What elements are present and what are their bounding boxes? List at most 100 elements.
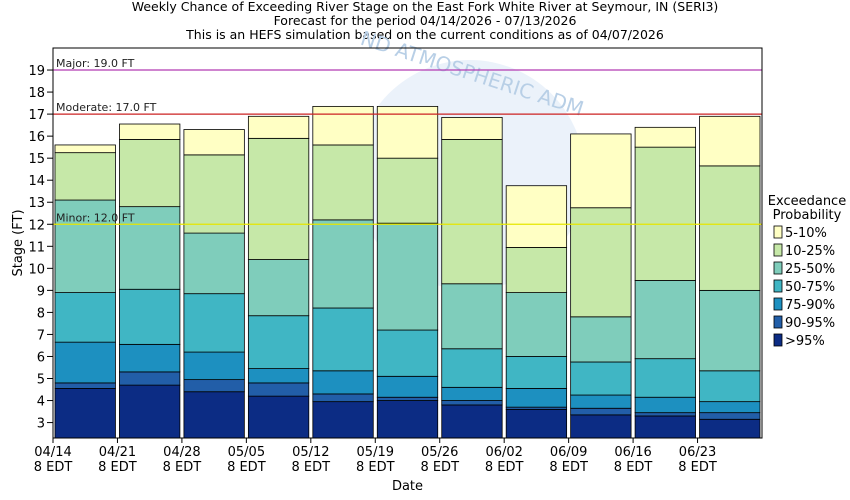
bar-segment [312,307,374,372]
x-tick-time: 8 EDT [549,460,588,475]
bar-segment [312,144,374,221]
y-tick-label: 18 [28,86,45,101]
x-tick-date: 05/12 [292,445,329,460]
bar-segment [570,394,632,409]
y-tick-label: 6 [37,350,45,365]
x-tick-time: 8 EDT [678,460,717,475]
legend-label: 10-25% [785,244,835,259]
bar-segment [634,412,696,417]
chart-title-block: Weekly Chance of Exceeding River Stage o… [0,0,850,42]
flood-thresholds: Major: 19.0 FT Moderate: 17.0 FT Minor: 12… [53,57,762,225]
bar-segment [54,144,116,154]
bar-segment [376,222,439,331]
legend-title: Probability [773,208,842,223]
bar-segment [441,117,503,140]
bar-segment [247,368,310,384]
bar-segment [247,382,310,397]
bar-segment [376,329,439,377]
y-tick-label: 5 [37,373,45,388]
x-tick-time: 8 EDT [356,460,395,475]
bar-segment [699,412,761,420]
bar-segment [634,146,696,281]
bar-stack-06-02 [505,185,568,439]
x-tick-time: 8 EDT [485,460,524,475]
y-tick-label: 19 [28,64,45,79]
bar-segment [183,154,245,234]
legend-label: 90-95% [785,316,835,331]
bar-segment [247,137,310,260]
x-tick-date: 06/09 [550,445,587,460]
bar-segment [183,129,245,156]
y-tick-label: 16 [28,130,45,145]
x-tick-date: 06/02 [485,445,522,460]
legend-swatch [773,315,783,329]
minor-threshold-label: Minor: 12.0 FT [56,211,135,224]
x-tick-time: 8 EDT [98,460,137,475]
bar-segment [699,289,761,372]
bar-segment [570,414,632,439]
bar-segment [376,400,439,439]
x-tick-time: 8 EDT [227,460,266,475]
legend-swatch [773,243,783,257]
bar-stack-04-28 [183,129,245,439]
bar-stack-04-21 [119,123,181,439]
y-tick-label: 4 [37,395,45,410]
y-tick-label: 7 [37,328,45,343]
bar-segment [183,293,245,353]
bar-segment [505,292,568,357]
bar-segment [699,165,761,291]
bar-stack-06-16 [634,126,696,439]
y-tick-label: 17 [28,108,45,123]
bar-stack-05-12 [312,105,374,439]
bar-segment [505,247,568,293]
chart-subtitle-simulation: This is an HEFS simulation based on the … [186,27,664,42]
bar-segment [505,356,568,389]
bar-stack-05-05 [247,115,310,439]
y-tick-label: 13 [28,196,45,211]
major-threshold-label: Major: 19.0 FT [56,57,135,70]
bar-segment [376,396,439,401]
bar-segment [312,401,374,439]
bar-segment [505,185,568,248]
bar-segment [183,379,245,393]
y-tick-label: 10 [28,262,45,277]
bar-segment [441,400,503,406]
legend-swatch [773,225,783,239]
bar-stack-06-23 [699,115,761,439]
bar-stack-06-09 [570,133,632,439]
bar-stack-05-19 [376,105,439,439]
bar-segment [119,343,181,373]
x-tick-time: 8 EDT [34,460,73,475]
bar-segment [119,206,181,290]
bar-segment [570,316,632,363]
bar-segment [634,126,696,148]
legend-swatch [773,333,783,347]
bar-stack-05-26 [441,117,503,439]
y-axis-label: Stage (FT) [11,209,26,276]
x-axis-label: Date [392,479,423,494]
legend-title: Exceedance [768,194,846,209]
y-tick-label: 8 [37,306,45,321]
bar-segment [570,407,632,416]
legend-label: 75-90% [785,298,835,313]
bar-segment [119,123,181,140]
bar-segment [312,105,374,146]
bar-segment [247,315,310,369]
bar-segment [634,396,696,414]
x-tick-date: 06/23 [679,445,716,460]
x-tick-date: 05/19 [357,445,394,460]
bar-segment [312,219,374,309]
legend-swatch [773,297,783,311]
bar-segment [54,341,116,384]
bar-segment [441,348,503,388]
legend-label: 50-75% [785,280,835,295]
x-tick-time: 8 EDT [163,460,202,475]
bar-segment [119,384,181,439]
bar-segment [183,232,245,295]
x-tick-time: 8 EDT [420,460,459,475]
bar-segment [570,361,632,396]
bar-segment [699,418,761,439]
bar-segment [247,115,310,139]
